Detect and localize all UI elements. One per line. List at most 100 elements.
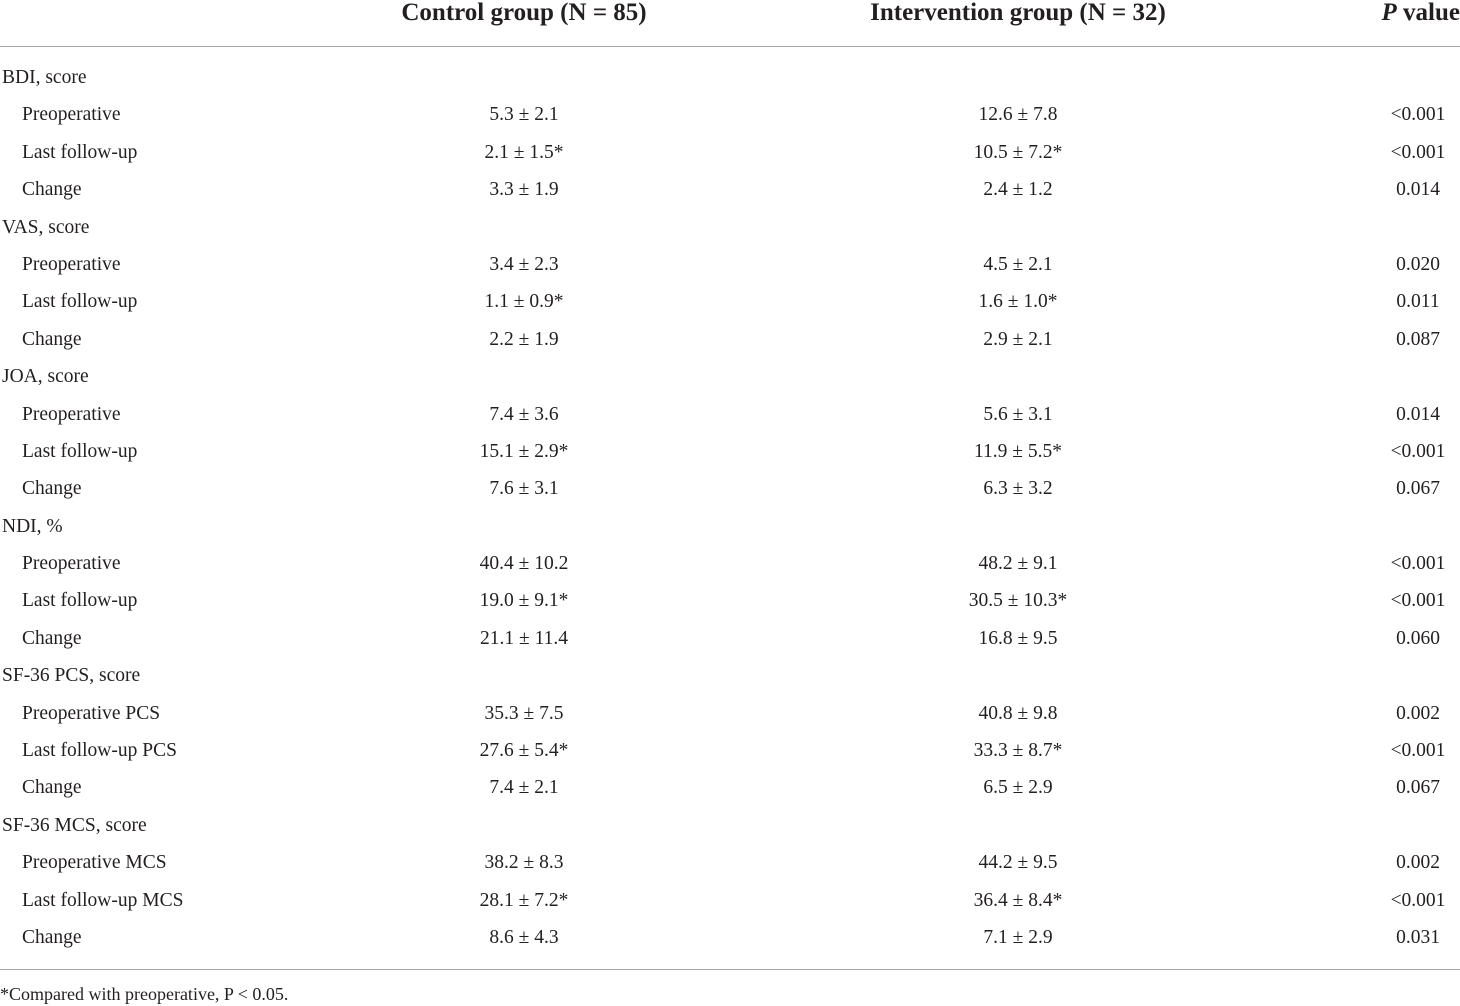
section-header-row: SF-36 MCS, score xyxy=(0,807,1460,844)
row-label: Preoperative MCS xyxy=(22,852,167,874)
p-value: 0.020 xyxy=(1396,253,1440,275)
row-label: Last follow-up xyxy=(22,291,138,313)
control-value: 3.3 ± 1.9 xyxy=(489,179,559,201)
row-label: NDI, % xyxy=(2,515,63,537)
row-label: SF-36 PCS, score xyxy=(2,665,141,687)
row-label: Change xyxy=(22,478,82,500)
header-intervention-group: Intervention group (N = 32) xyxy=(870,0,1166,26)
row-label: JOA, score xyxy=(2,366,89,388)
p-value: <0.001 xyxy=(1390,141,1446,163)
table-row: Change 8.6 ± 4.3 7.1 ± 2.9 0.031 xyxy=(0,919,1460,956)
table-row: Change 2.2 ± 1.9 2.9 ± 2.1 0.087 xyxy=(0,321,1460,358)
row-label: Preoperative xyxy=(22,403,121,425)
control-value: 2.1 ± 1.5* xyxy=(484,141,564,163)
p-value: <0.001 xyxy=(1390,740,1446,762)
control-value: 1.1 ± 0.9* xyxy=(484,291,564,313)
control-value: 38.2 ± 8.3 xyxy=(484,852,564,874)
results-table: Control group (N = 85) Intervention grou… xyxy=(0,0,1460,956)
p-value: 0.014 xyxy=(1396,179,1440,201)
control-value: 27.6 ± 5.4* xyxy=(479,740,569,762)
control-value: 19.0 ± 9.1* xyxy=(479,590,569,612)
row-label: BDI, score xyxy=(2,67,87,88)
row-label: Last follow-up MCS xyxy=(22,889,184,911)
table-row: Last follow-up 19.0 ± 9.1* 30.5 ± 10.3* <0.… xyxy=(0,582,1460,619)
table-row: Change 3.3 ± 1.9 2.4 ± 1.2 0.014 xyxy=(0,171,1460,208)
p-value: 0.067 xyxy=(1396,478,1440,500)
table-row: Preoperative 5.3 ± 2.1 12.6 ± 7.8 <0.001 xyxy=(0,96,1460,133)
table-row: Preoperative PCS 35.3 ± 7.5 40.8 ± 9.8 0.00… xyxy=(0,695,1460,732)
table-row: Last follow-up 1.1 ± 0.9* 1.6 ± 1.0* 0.011 xyxy=(0,283,1460,320)
header-p-letter: P xyxy=(1381,0,1397,26)
intervention-value: 10.5 ± 7.2* xyxy=(973,141,1063,163)
row-label: Preoperative xyxy=(22,104,121,126)
control-value: 40.4 ± 10.2 xyxy=(479,553,569,575)
row-label: Preoperative PCS xyxy=(22,702,161,724)
p-value: 0.060 xyxy=(1396,627,1440,649)
p-value: 0.087 xyxy=(1396,328,1440,350)
table-row: Preoperative 3.4 ± 2.3 4.5 ± 2.1 0.020 xyxy=(0,246,1460,283)
section-header-row: BDI, score xyxy=(0,59,1460,96)
control-value: 21.1 ± 11.4 xyxy=(480,627,568,649)
table-row: Change 21.1 ± 11.4 16.8 ± 9.5 0.060 xyxy=(0,620,1460,657)
p-value: 0.011 xyxy=(1396,291,1440,313)
table-row: Last follow-up 2.1 ± 1.5* 10.5 ± 7.2* <0.00… xyxy=(0,134,1460,171)
row-label: Change xyxy=(22,777,82,799)
p-value: <0.001 xyxy=(1390,440,1446,462)
intervention-value: 48.2 ± 9.1 xyxy=(978,553,1058,575)
section-header-row: NDI, % xyxy=(0,508,1460,545)
table-row: Change 7.6 ± 3.1 6.3 ± 3.2 0.067 xyxy=(0,470,1460,507)
intervention-value: 33.3 ± 8.7* xyxy=(973,740,1063,762)
header-control-group: Control group (N = 85) xyxy=(401,0,647,26)
intervention-value: 5.6 ± 3.1 xyxy=(983,403,1053,425)
control-value: 7.6 ± 3.1 xyxy=(489,478,559,500)
table-header: Control group (N = 85) Intervention grou… xyxy=(0,0,1460,47)
intervention-value: 11.9 ± 5.5* xyxy=(974,440,1062,462)
p-value: <0.001 xyxy=(1390,104,1446,126)
control-value: 7.4 ± 2.1 xyxy=(489,777,559,799)
control-value: 7.4 ± 3.6 xyxy=(489,403,559,425)
control-value: 3.4 ± 2.3 xyxy=(489,253,559,275)
control-value: 5.3 ± 2.1 xyxy=(489,104,559,126)
header-p-suffix: value xyxy=(1396,0,1460,26)
control-value: 28.1 ± 7.2* xyxy=(479,889,569,911)
intervention-value: 12.6 ± 7.8 xyxy=(978,104,1058,126)
row-label: SF-36 MCS, score xyxy=(2,814,147,836)
table-row: Preoperative 40.4 ± 10.2 48.2 ± 9.1 <0.001 xyxy=(0,545,1460,582)
control-value: 2.2 ± 1.9 xyxy=(489,328,559,350)
control-value: 35.3 ± 7.5 xyxy=(484,702,564,724)
intervention-value: 40.8 ± 9.8 xyxy=(978,702,1058,724)
row-label: Change xyxy=(22,328,82,350)
section-header-row: VAS, score xyxy=(0,209,1460,246)
row-label: Preoperative xyxy=(22,553,121,575)
intervention-value: 44.2 ± 9.5 xyxy=(978,852,1058,874)
p-value: <0.001 xyxy=(1390,590,1446,612)
row-label: Last follow-up xyxy=(22,141,138,163)
intervention-value: 2.4 ± 1.2 xyxy=(983,179,1053,201)
intervention-value: 36.4 ± 8.4* xyxy=(973,889,1063,911)
table-row: Last follow-up MCS 28.1 ± 7.2* 36.4 ± 8.4*… xyxy=(0,882,1460,919)
intervention-value: 7.1 ± 2.9 xyxy=(983,926,1053,948)
table-row: Last follow-up PCS 27.6 ± 5.4* 33.3 ± 8.7*… xyxy=(0,732,1460,769)
table-footnote: *Compared with preoperative, P < 0.05. xyxy=(0,984,289,1004)
control-value: 8.6 ± 4.3 xyxy=(489,926,559,948)
table-body: BDI, score Preoperative 5.3 ± 2.1 12.6 ± 7.… xyxy=(0,47,1460,956)
intervention-value: 4.5 ± 2.1 xyxy=(983,253,1053,275)
table-row: Preoperative MCS 38.2 ± 8.3 44.2 ± 9.5 0.00… xyxy=(0,844,1460,881)
bottom-rule xyxy=(0,969,1460,970)
control-value: 15.1 ± 2.9* xyxy=(479,440,569,462)
row-label: Change xyxy=(22,179,82,201)
row-label: Last follow-up PCS xyxy=(22,740,177,762)
section-header-row: SF-36 PCS, score xyxy=(0,657,1460,694)
intervention-value: 6.5 ± 2.9 xyxy=(983,777,1053,799)
row-label: Preoperative xyxy=(22,253,121,275)
intervention-value: 2.9 ± 2.1 xyxy=(983,328,1053,350)
row-label: Change xyxy=(22,926,82,948)
p-value: 0.002 xyxy=(1396,852,1440,874)
header-p-value: P value xyxy=(1382,0,1460,28)
row-label: Last follow-up xyxy=(22,440,138,462)
p-value: <0.001 xyxy=(1390,553,1446,575)
table-row: Preoperative 7.4 ± 3.6 5.6 ± 3.1 0.014 xyxy=(0,396,1460,433)
p-value: 0.002 xyxy=(1396,702,1440,724)
table-row: Change 7.4 ± 2.1 6.5 ± 2.9 0.067 xyxy=(0,769,1460,806)
intervention-value: 1.6 ± 1.0* xyxy=(978,291,1058,313)
